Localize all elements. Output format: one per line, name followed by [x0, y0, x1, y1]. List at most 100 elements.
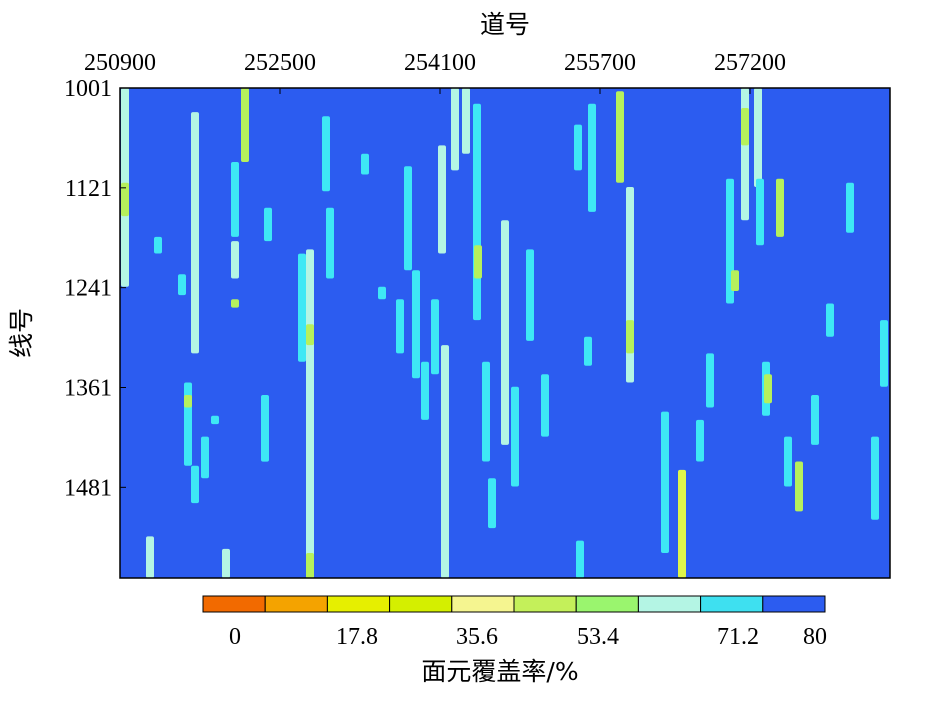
heatmap-cell [706, 353, 714, 408]
heatmap-cell [121, 182, 129, 217]
colorbar-bin [202, 595, 266, 613]
heatmap-cell [184, 395, 192, 408]
heatmap-cell [361, 153, 369, 175]
heatmap-cell [231, 162, 239, 237]
heatmap-cell [696, 419, 704, 462]
x-axis-label: 道号 [480, 10, 530, 39]
heatmap-cell [795, 461, 803, 512]
heatmap-cell [396, 299, 404, 354]
x-tick-label: 254100 [404, 50, 476, 76]
heatmap-cell [764, 374, 772, 404]
colorbar-tick-label: 71.2 [717, 624, 759, 650]
heatmap-cells [121, 88, 888, 578]
plot-frame [119, 87, 891, 579]
heatmap-cell [261, 395, 269, 462]
heatmap-cell [678, 469, 686, 578]
y-tick-label: 1241 [64, 276, 112, 302]
colorbar-bin [762, 595, 826, 613]
x-tick-label: 250900 [84, 50, 156, 76]
heatmap-cell [473, 103, 481, 321]
heatmap-cell [191, 112, 199, 354]
x-tick-label: 252500 [244, 50, 316, 76]
y-axis-ticks: 1001 1121 1241 1361 1481 [64, 76, 126, 501]
heatmap-cell [871, 436, 879, 520]
x-axis-ticks: 250900 252500 254100 255700 257200 [84, 50, 786, 94]
colorbar-tick-label: 35.6 [456, 624, 498, 650]
y-tick-label: 1481 [64, 475, 112, 501]
colorbar-bin [637, 595, 702, 613]
colorbar-bin [389, 595, 453, 613]
colorbar-bin [700, 595, 764, 613]
heatmap-cell [616, 91, 624, 183]
heatmap-cell [626, 320, 634, 354]
heatmap-cell [184, 382, 192, 466]
colorbar-tick-label: 17.8 [336, 624, 378, 650]
y-tick-label: 1121 [65, 176, 112, 202]
colorbar-bin [575, 595, 639, 613]
heatmap-cell [846, 182, 854, 233]
heatmap-cell [826, 303, 834, 337]
heatmap-cell [306, 249, 314, 578]
colorbar-tick-label: 80 [803, 624, 827, 650]
heatmap-cell [526, 249, 534, 341]
colorbar-bin [513, 595, 577, 613]
heatmap-cell [576, 540, 584, 578]
heatmap-cell [298, 253, 306, 362]
heatmap-cell [474, 245, 482, 279]
heatmap-cell [322, 116, 330, 192]
colorbar-label: 面元覆盖率/% [421, 657, 578, 686]
colorbar-bin [451, 595, 515, 613]
heatmap-cell [584, 336, 592, 366]
heatmap-cell [541, 374, 549, 437]
heatmap-cell [404, 166, 412, 271]
heatmap-cell [462, 88, 470, 154]
x-tick-label: 255700 [564, 50, 636, 76]
heatmap-cell [754, 88, 762, 187]
heatmap-cell [222, 548, 230, 578]
heatmap-cell [441, 345, 449, 578]
heatmap-cell [326, 207, 334, 279]
heatmap-cell [731, 270, 739, 291]
heatmap-cell [588, 103, 596, 212]
y-axis-label: 线号 [7, 308, 36, 358]
heatmap-cell [451, 88, 459, 171]
heatmap-cell [574, 124, 582, 171]
heatmap-cell [264, 207, 272, 242]
y-tick-label: 1001 [64, 76, 112, 102]
heatmap-cell [776, 178, 784, 237]
heatmap-cell [421, 361, 429, 420]
heatmap-cell [154, 236, 162, 254]
heatmap-cell [741, 88, 749, 221]
y-tick-label: 1361 [64, 375, 112, 401]
heatmap-cell [191, 465, 199, 504]
heatmap-cell [178, 274, 186, 296]
heatmap-cell [431, 299, 439, 375]
heatmap-cell [741, 108, 749, 146]
colorbar-tick-label: 0 [229, 624, 241, 650]
heatmap-cell [488, 478, 496, 529]
heatmap-cell [306, 324, 314, 346]
heatmap-cell [378, 286, 386, 300]
heatmap-cell [784, 436, 792, 487]
colorbar-tick-labels: 0 17.8 35.6 53.4 71.2 80 [229, 624, 827, 650]
heatmap-cell [241, 88, 249, 162]
heatmap-cell [438, 145, 446, 254]
heatmap-cell [306, 553, 314, 578]
heatmap-cell [231, 241, 239, 279]
heatmap-plot [119, 87, 891, 579]
heatmap-cell [880, 320, 888, 387]
colorbar-tick-label: 53.4 [577, 624, 619, 650]
heatmap-cell [201, 436, 209, 479]
heatmap-cell [412, 270, 420, 379]
colorbar-bin [326, 595, 391, 613]
heatmap-cell [146, 536, 154, 578]
heatmap-cell [211, 415, 219, 425]
heatmap-cell [811, 395, 819, 445]
x-tick-label: 257200 [714, 50, 786, 76]
heatmap-cell [661, 411, 669, 553]
heatmap-cell [482, 361, 490, 462]
colorbar [202, 595, 826, 613]
heatmap-cell [501, 220, 509, 445]
colorbar-bin [264, 595, 328, 613]
